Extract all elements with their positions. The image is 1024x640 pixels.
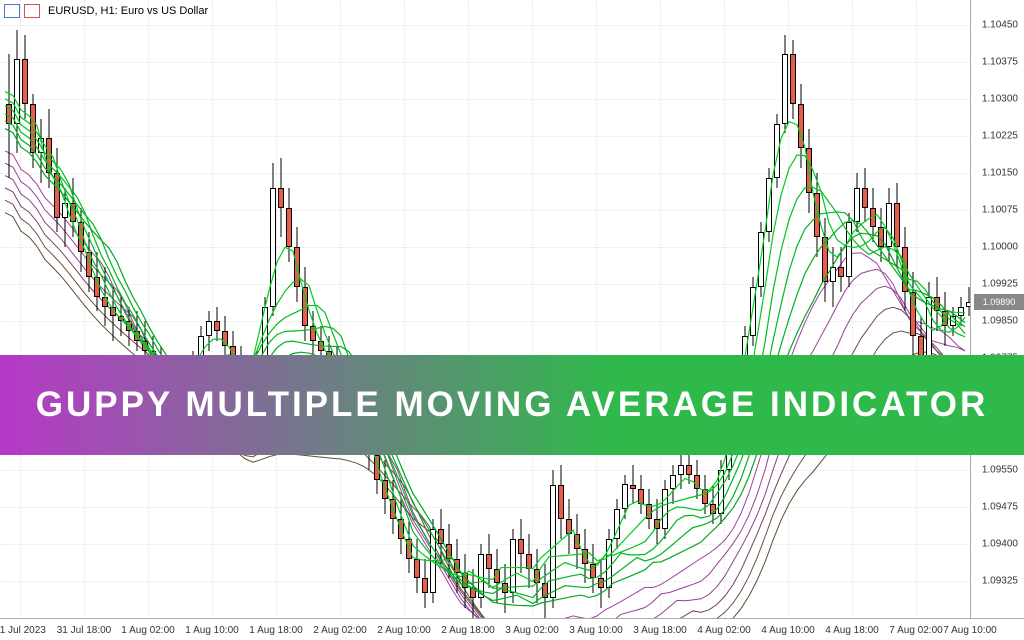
candle-icon[interactable] <box>24 4 40 18</box>
y-tick-label: 1.10000 <box>982 242 1018 253</box>
y-tick-label: 1.09325 <box>982 575 1018 586</box>
plot-area[interactable] <box>0 0 970 618</box>
x-tick-label: 31 Jul 18:00 <box>57 625 112 636</box>
x-tick-label: 2 Aug 10:00 <box>377 625 430 636</box>
y-tick-label: 1.09400 <box>982 538 1018 549</box>
title-banner: GUPPY MULTIPLE MOVING AVERAGE INDICATOR <box>0 355 1024 455</box>
x-tick-label: 4 Aug 10:00 <box>761 625 814 636</box>
y-axis: 1.10450 1.10375 1.10300 1.10225 1.10150 1.100… <box>970 0 1024 618</box>
x-tick-label: 4 Aug 02:00 <box>697 625 750 636</box>
grid-icon[interactable] <box>4 4 20 18</box>
y-tick-label: 1.10375 <box>982 56 1018 67</box>
chart-container: EURUSD, H1: Euro vs US Dollar 1.104501.1… <box>0 0 1024 640</box>
y-tick-label: 1.09850 <box>982 316 1018 327</box>
ma-line <box>0 0 970 618</box>
x-tick-label: 1 Aug 18:00 <box>249 625 302 636</box>
y-tick-label: 1.09550 <box>982 464 1018 475</box>
banner-text: GUPPY MULTIPLE MOVING AVERAGE INDICATOR <box>36 385 989 425</box>
x-tick-label: 1 Aug 10:00 <box>185 625 238 636</box>
chart-header: EURUSD, H1: Euro vs US Dollar <box>4 4 208 18</box>
x-tick-label: 3 Aug 18:00 <box>633 625 686 636</box>
y-tick-label: 1.10450 <box>982 19 1018 30</box>
y-tick-label: 1.09925 <box>982 279 1018 290</box>
x-tick-label: 3 Aug 02:00 <box>505 625 558 636</box>
x-tick-label: 2 Aug 02:00 <box>313 625 366 636</box>
x-tick-label: 2 Aug 18:00 <box>441 625 494 636</box>
current-price-marker: 1.09890 <box>974 294 1024 310</box>
symbol-label: EURUSD, H1: Euro vs US Dollar <box>48 5 208 17</box>
y-tick-label: 1.09475 <box>982 501 1018 512</box>
x-tick-label: 4 Aug 18:00 <box>825 625 878 636</box>
x-tick-label: 7 Aug 02:00 <box>889 625 942 636</box>
y-tick-label: 1.10150 <box>982 168 1018 179</box>
x-tick-label: 1 Aug 02:00 <box>121 625 174 636</box>
y-tick-label: 1.10225 <box>982 130 1018 141</box>
x-tick-label: 3 Aug 10:00 <box>569 625 622 636</box>
x-tick-label: 31 Jul 2023 <box>0 625 46 636</box>
y-tick-label: 1.10075 <box>982 205 1018 216</box>
x-axis: 31 Jul 2023 31 Jul 18:00 1 Aug 02:00 1 Aug … <box>0 618 1024 640</box>
x-tick-label: 7 Aug 10:00 <box>943 625 996 636</box>
y-tick-label: 1.10300 <box>982 93 1018 104</box>
